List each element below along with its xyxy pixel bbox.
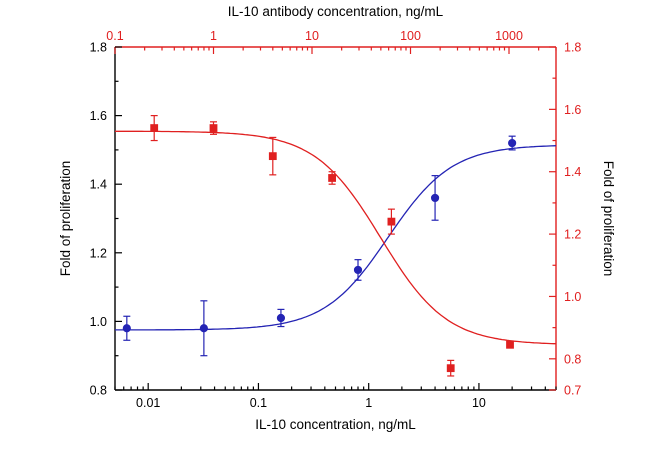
right-axis-tick-label: 1.2 bbox=[564, 228, 581, 242]
red-data-point bbox=[387, 217, 396, 226]
right-axis-tick-label: 0.7 bbox=[564, 384, 581, 398]
blue-data-point bbox=[122, 324, 131, 333]
right-axis-tick-label: 1.6 bbox=[564, 103, 581, 117]
left-axis-tick-label: 1.2 bbox=[90, 246, 107, 260]
red-data-point bbox=[209, 124, 218, 132]
blue-data-point bbox=[353, 265, 363, 275]
right-axis-tick-label: 1.0 bbox=[564, 290, 581, 304]
red-data-point bbox=[150, 124, 159, 132]
bottom-axis-tick-label: 10 bbox=[472, 396, 486, 410]
left-axis-tick-label: 1.8 bbox=[90, 41, 107, 55]
top-axis-tick-label: 1000 bbox=[495, 29, 523, 43]
left-axis-tick-label: 1.4 bbox=[90, 178, 107, 192]
bottom-axis-title: IL-10 concentration, ng/mL bbox=[255, 417, 416, 432]
right-axis-title: Fold of proliferation bbox=[601, 161, 616, 277]
right-axis-tick-label: 1.4 bbox=[564, 165, 581, 179]
red-data-point bbox=[446, 364, 455, 373]
top-axis-tick-label: 1 bbox=[210, 29, 217, 43]
bottom-axis-tick-label: 0.01 bbox=[136, 396, 160, 410]
blue-data-point bbox=[508, 138, 517, 148]
left-axis-title: Fold of proliferation bbox=[58, 161, 73, 277]
blue-data-point bbox=[276, 313, 286, 323]
top-axis-tick-label: 100 bbox=[400, 29, 421, 43]
top-axis-title: IL-10 antibody concentration, ng/mL bbox=[228, 4, 444, 19]
red-data-point bbox=[268, 152, 277, 161]
top-axis-tick-label: 0.1 bbox=[106, 29, 123, 43]
top-axis-tick-label: 10 bbox=[305, 29, 319, 43]
red-data-point bbox=[328, 174, 337, 182]
bottom-axis-tick-label: 0.1 bbox=[250, 396, 267, 410]
right-axis-tick-label: 0.8 bbox=[564, 352, 581, 366]
left-axis-tick-label: 0.8 bbox=[90, 384, 107, 398]
blue-data-point bbox=[199, 324, 208, 333]
left-axis-tick-label: 1.0 bbox=[90, 315, 107, 329]
red-data-point bbox=[506, 340, 514, 349]
blue-fit-curve bbox=[115, 145, 557, 331]
blue-data-point bbox=[430, 193, 440, 203]
bottom-axis-tick-label: 1 bbox=[365, 396, 372, 410]
left-axis-tick-label: 1.6 bbox=[90, 109, 107, 123]
right-axis-tick-label: 1.8 bbox=[564, 41, 581, 55]
